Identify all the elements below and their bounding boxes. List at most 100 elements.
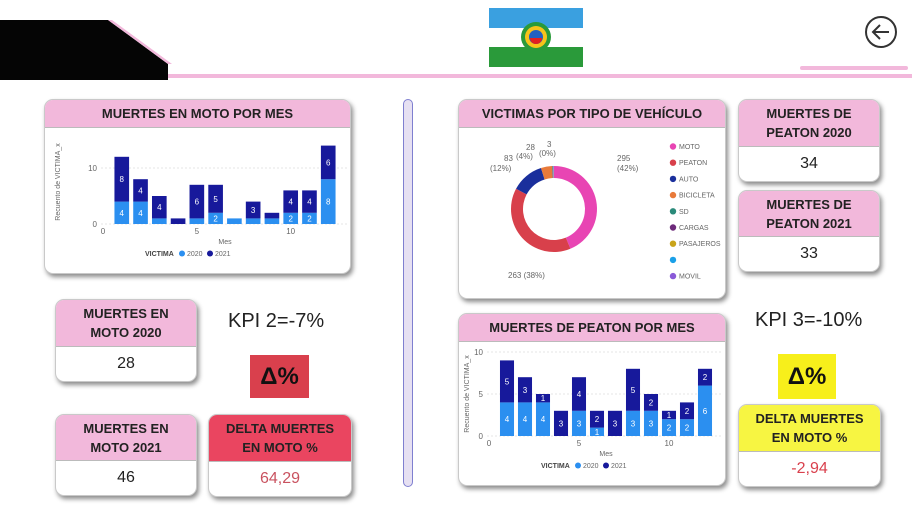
bar-2020	[151, 218, 167, 224]
bar-2020	[571, 410, 587, 436]
victimas-donut-chart: 295 (42%) 263 (38%) 83 (12%) 28 (4%) 3 (…	[490, 140, 721, 281]
bar-2021	[697, 368, 713, 386]
bar-2020-label: 2	[213, 214, 218, 223]
bar-2020	[302, 212, 317, 224]
bar-2021-label: 4	[307, 198, 312, 207]
y-tick-label: 0	[479, 432, 484, 441]
bar-2020	[661, 419, 677, 436]
donut-slice	[552, 166, 554, 179]
donut-slice	[511, 188, 571, 252]
province-flag-icon	[489, 8, 583, 67]
bar-2020	[499, 402, 515, 436]
bar-2020	[283, 212, 299, 224]
moto-2021-value: 46	[117, 469, 135, 486]
peaton-chart-title: MUERTES DE PEATON POR MES	[459, 314, 725, 342]
legend-label: 2021	[611, 463, 627, 470]
bar-2020-label: 4	[523, 415, 528, 424]
donut-slice	[554, 166, 597, 249]
delta-peaton-title: DELTA MUERTES EN MOTO %	[739, 405, 880, 452]
label-peaton: 263 (38%)	[508, 271, 545, 280]
y-tick-label: 10	[88, 164, 97, 173]
peaton-2020-card: MUERTES DE PEATON 2020 34	[738, 99, 880, 182]
bar-2021	[589, 410, 605, 428]
vertical-divider	[403, 99, 413, 487]
bar-2021	[264, 212, 280, 219]
moto-2021-title: MUERTES EN MOTO 2021	[56, 415, 196, 461]
y-tick-label: 5	[479, 390, 484, 399]
bar-2021	[114, 156, 130, 202]
header-pink-line	[168, 74, 912, 78]
victimas-chart-title: VICTIMAS POR TIPO DE VEHÍCULO	[459, 100, 725, 128]
bar-2021-label: 5	[505, 377, 510, 386]
bar-2020-label: 2	[307, 214, 312, 223]
bar-2020	[679, 419, 695, 436]
donut-legend-dot	[669, 256, 677, 264]
bar-2021-label: 2	[649, 398, 654, 407]
donut-legend-label: PASAJEROS	[679, 241, 721, 248]
legend-dot	[575, 462, 581, 469]
donut-legend-label: SD	[679, 209, 689, 216]
bar-2020-label: 2	[667, 424, 672, 433]
moto-por-mes-card: MUERTES EN MOTO POR MES 0 10 4 8 4 4 4 6 2 5 3 2 4 2 4…	[44, 99, 351, 274]
header-black-banner	[0, 0, 180, 82]
kpi3-label: KPI 3=-10%	[755, 309, 863, 331]
bar-2021	[553, 410, 569, 436]
label-auto-pct: (12%)	[490, 164, 512, 173]
bar-2020-label: 3	[649, 419, 654, 428]
bar-2021	[517, 377, 533, 403]
moto-2021-card: MUERTES EN MOTO 2021 46	[55, 414, 197, 496]
legend-title: VICTIMA	[145, 251, 174, 258]
x-tick-label: 10	[665, 439, 674, 448]
label-auto: 83	[504, 154, 513, 163]
bar-2021-label: 3	[251, 206, 256, 215]
bar-2021	[625, 368, 641, 411]
bar-2021-label: 4	[577, 390, 582, 399]
victimas-tipo-vehiculo-card: VICTIMAS POR TIPO DE VEHÍCULO 295 (42%) …	[458, 99, 726, 299]
bar-2020	[589, 427, 605, 436]
bar-2020-label: 2	[288, 214, 293, 223]
bar-2020-label: 1	[595, 428, 600, 437]
bar-2021	[535, 394, 551, 403]
donut-legend-label: CARGAS	[679, 225, 709, 232]
peaton-2021-title: MUERTES DE PEATON 2021	[739, 191, 879, 237]
bar-2021-label: 6	[326, 158, 331, 167]
kpi2-delta-badge: Δ%	[250, 355, 309, 398]
bar-2021	[302, 190, 317, 213]
bar-2021	[151, 196, 167, 219]
bar-2020	[133, 201, 148, 224]
bar-2021-label: 5	[213, 195, 218, 204]
bar-2020-label: 4	[138, 209, 143, 218]
bar-2020	[625, 410, 641, 436]
peaton-2021-card: MUERTES DE PEATON 2021 33	[738, 190, 880, 272]
bar-2021	[208, 184, 223, 213]
label-small-pct: (0%)	[539, 149, 556, 158]
bar-2020	[320, 179, 336, 224]
donut-legend-label: BICICLETA	[679, 193, 715, 200]
legend-title: VICTIMA	[541, 463, 570, 470]
x-tick-label: 10	[286, 227, 295, 236]
moto-2020-card: MUERTES EN MOTO 2020 28	[55, 299, 197, 382]
bar-2021-label: 3	[613, 419, 618, 428]
donut-slice	[516, 168, 545, 195]
delta-moto-title: DELTA MUERTES EN MOTO %	[209, 415, 351, 462]
bar-2020-label: 3	[631, 419, 636, 428]
back-arrow-icon[interactable]	[864, 15, 898, 49]
donut-legend-dot	[669, 143, 677, 150]
legend-label: 2021	[215, 251, 231, 258]
label-moto: 295	[617, 154, 631, 163]
y-axis-title: Recuento de VICTIMA_x	[55, 143, 62, 221]
label-bici: 28	[526, 143, 535, 152]
bar-2021-label: 3	[523, 386, 528, 395]
legend-dot	[207, 250, 213, 257]
bar-2021-label: 2	[595, 415, 600, 424]
peaton-por-mes-card: MUERTES DE PEATON POR MES 0 5 10 4 5 4 3 4 1 3 3 4 1…	[458, 313, 726, 486]
donut-legend-dot	[669, 224, 677, 231]
donut-legend-label: MOVIL	[679, 274, 701, 281]
x-axis-title: Mes	[218, 239, 232, 246]
donut-legend-dot	[669, 208, 677, 215]
bar-2021	[189, 184, 205, 219]
bar-2020	[697, 385, 713, 436]
bar-2020-label: 4	[505, 415, 510, 424]
donut-legend-dot	[669, 272, 677, 280]
header-pink-line-short	[800, 66, 908, 70]
